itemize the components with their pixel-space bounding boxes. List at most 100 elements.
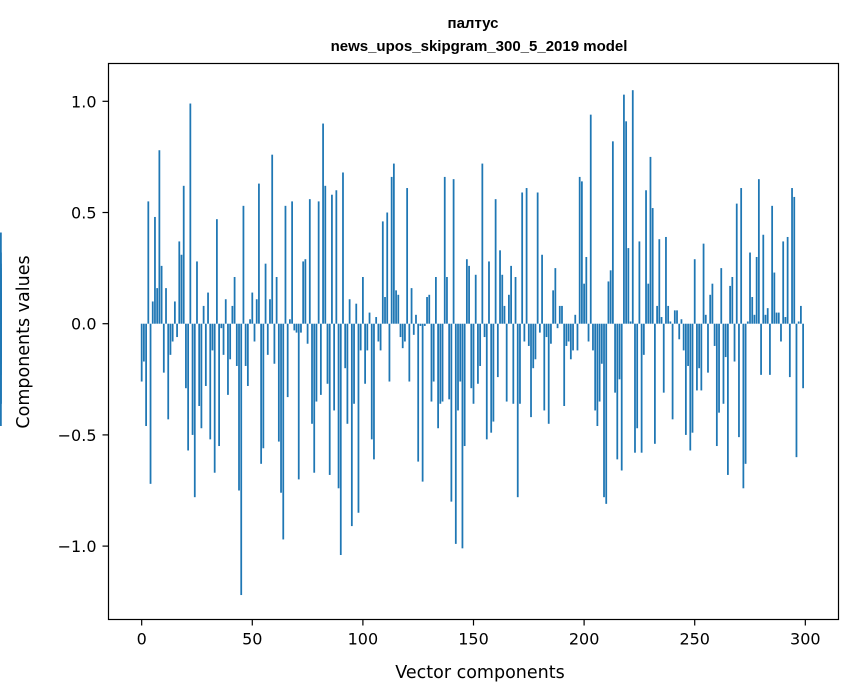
- bar-59: [271, 154, 274, 324]
- x-tick-label: 50: [242, 630, 262, 649]
- bar-117: [399, 323, 402, 338]
- bar-260: [715, 323, 718, 447]
- bar-67: [289, 319, 291, 324]
- bar-182: [543, 323, 546, 411]
- bar-217: [620, 323, 623, 471]
- bar-142: [454, 323, 457, 544]
- bar-6: [154, 216, 156, 324]
- bar-134: [437, 323, 439, 429]
- bar-57: [266, 323, 269, 355]
- bar-171: [519, 323, 521, 404]
- bar-102: [366, 323, 369, 351]
- bar-19: [182, 185, 185, 324]
- bar-219: [625, 121, 628, 324]
- bar-14: [171, 323, 174, 342]
- bar-97: [355, 303, 358, 324]
- bar-191: [563, 323, 566, 406]
- bar-49: [249, 319, 251, 324]
- bar-150: [472, 323, 475, 404]
- bar-242: [676, 310, 678, 324]
- bar-85: [328, 323, 331, 475]
- bar-207: [598, 323, 601, 402]
- bar-60: [273, 323, 276, 364]
- bar-81: [319, 323, 322, 395]
- x-tick-label: 200: [569, 630, 600, 649]
- bar-75: [306, 323, 309, 344]
- bar-297: [797, 321, 800, 324]
- bar-222: [631, 90, 634, 324]
- bars-group: [0, 90, 804, 596]
- bar-238: [667, 305, 670, 324]
- bar-236: [662, 323, 665, 393]
- bar-116: [397, 294, 400, 324]
- bar-5: [151, 301, 154, 324]
- bar-84: [326, 323, 329, 384]
- bar-175: [527, 323, 530, 346]
- bar-235: [660, 317, 663, 324]
- bar-202: [587, 323, 590, 342]
- bar-172: [521, 192, 524, 324]
- bar-232: [654, 323, 656, 444]
- bar-1: [143, 323, 145, 362]
- bar-98: [357, 323, 360, 513]
- bar-40: [229, 323, 232, 360]
- bar-undefined: [0, 232, 2, 324]
- bar-68: [291, 201, 293, 324]
- bar-65: [284, 205, 287, 324]
- bar-112: [388, 323, 391, 382]
- bar-106: [375, 317, 378, 324]
- bar-198: [578, 176, 581, 324]
- bar-29: [204, 323, 207, 386]
- bar-76: [308, 199, 311, 324]
- y-axis-label: Components values: [14, 255, 34, 428]
- bar-291: [784, 317, 787, 324]
- bar-180: [538, 323, 541, 333]
- bar-239: [669, 321, 672, 324]
- bar-77: [311, 323, 313, 424]
- bar-277: [753, 314, 756, 324]
- bar-179: [536, 192, 539, 324]
- bar-111: [386, 212, 389, 324]
- bar-251: [696, 323, 698, 391]
- y-axis: −1.0 −0.5 0.0 0.5 1.0: [58, 92, 109, 556]
- bar-23: [191, 323, 194, 435]
- bar-187: [554, 268, 557, 324]
- bar-148: [468, 265, 470, 324]
- bar-55: [262, 323, 265, 449]
- bar-244: [680, 319, 683, 324]
- bar-63: [280, 323, 282, 493]
- bar-15: [173, 301, 176, 324]
- bar-174: [525, 188, 528, 324]
- bar-105: [373, 323, 375, 460]
- bar-151: [474, 274, 477, 324]
- bar-261: [718, 323, 720, 413]
- chart-subtitle: news_upos_skipgram_300_5_2019 model: [331, 38, 628, 55]
- bar-284: [769, 323, 771, 375]
- bar-132: [432, 323, 435, 382]
- x-tick-label: 150: [458, 630, 489, 649]
- bar-157: [488, 261, 490, 324]
- bar-293: [788, 323, 791, 378]
- bar-288: [777, 312, 780, 324]
- bar-271: [740, 188, 743, 324]
- bar-296: [795, 323, 798, 458]
- bar-266: [729, 285, 731, 324]
- bar-229: [647, 283, 650, 324]
- bar-51: [253, 323, 256, 342]
- bar-145: [461, 323, 464, 549]
- bar-203: [589, 114, 592, 324]
- bar-213: [611, 141, 614, 324]
- bar-11: [165, 288, 167, 324]
- bar-215: [616, 323, 619, 460]
- bar-295: [793, 196, 796, 324]
- bar-12: [167, 323, 170, 420]
- bar-109: [381, 221, 384, 324]
- bar-47: [244, 323, 247, 366]
- bar-42: [233, 277, 236, 324]
- bar-141: [452, 179, 455, 324]
- bar-103: [368, 312, 371, 324]
- bar-82: [322, 123, 324, 324]
- bar-20: [185, 323, 187, 389]
- bar-73: [302, 261, 305, 324]
